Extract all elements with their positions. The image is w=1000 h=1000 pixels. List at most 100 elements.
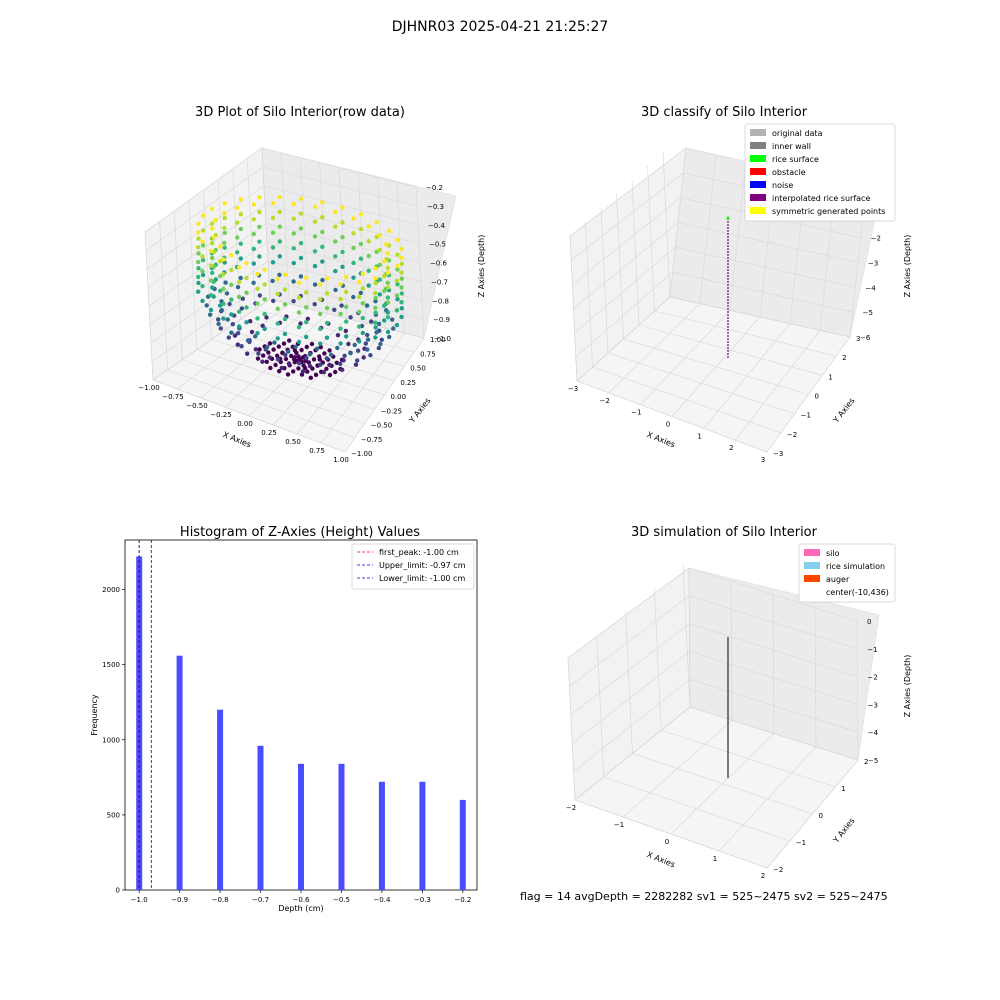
scatter-point — [279, 365, 284, 371]
scatter-point — [200, 228, 206, 233]
z-tick-label: −3 — [868, 701, 878, 709]
scatter-point — [255, 301, 260, 306]
y-tick-label: 500 — [107, 811, 120, 819]
scatter-point — [209, 221, 215, 226]
scatter-point — [271, 298, 276, 304]
legend-frame — [351, 543, 475, 590]
scatter-point — [395, 282, 400, 287]
scatter-point — [218, 259, 223, 264]
scatter-point — [294, 350, 299, 356]
scatter-point — [373, 310, 378, 315]
scatter-point — [304, 290, 309, 295]
scatter-point — [275, 353, 280, 358]
scatter-point — [296, 280, 302, 285]
scatter-point — [320, 229, 325, 235]
scatter-point — [296, 339, 302, 345]
scatter-point — [340, 220, 345, 225]
z-tick-label: −3 — [868, 260, 878, 268]
scatter-point — [351, 275, 356, 280]
scatter-point — [338, 296, 343, 302]
scatter-point — [395, 252, 400, 257]
x-ticks: −1.0 −0.9 −0.8 −0.7 −0.6 −0.5 −0.4 −0.3 −0.2 — [131, 890, 471, 904]
left-grid-line-y — [188, 201, 198, 350]
scatter-point — [344, 319, 349, 324]
panel-3d-simulation: 3D simulation of Silo Interior −2 −1 0 1 2 −… — [566, 525, 912, 880]
scatter-point — [365, 347, 370, 352]
scatter-point — [364, 303, 370, 308]
scatter-point — [229, 312, 234, 317]
scatter-point — [351, 245, 356, 251]
scatter-point — [271, 347, 276, 352]
scatter-point — [270, 215, 276, 221]
scatter-point — [304, 334, 309, 340]
scatter-point — [324, 335, 330, 340]
scatter-point — [200, 272, 206, 278]
scatter-point — [291, 369, 296, 374]
y-tick-label: 2 — [864, 758, 868, 766]
scatter-point — [270, 200, 276, 206]
back-grid-line-z — [672, 271, 853, 313]
scatter-point — [395, 296, 400, 302]
x-tick-label: 2 — [729, 444, 733, 452]
scatter-points — [196, 194, 404, 380]
scatter-point — [333, 209, 338, 215]
left-grid-line-z — [573, 678, 690, 772]
scatter-point — [222, 230, 227, 236]
scatter-point — [260, 359, 265, 364]
histogram-bar — [378, 781, 385, 890]
scatter-point — [229, 330, 234, 335]
scatter-point — [327, 348, 332, 353]
y-ticks: 0 500 1000 1500 2000 — [102, 586, 125, 895]
scatter-point — [227, 301, 232, 307]
legend-swatch — [750, 207, 766, 214]
scatter-point — [385, 285, 391, 290]
scatter-point — [251, 231, 256, 237]
left-grid-line-z — [149, 242, 268, 325]
scatter-point — [318, 311, 323, 317]
scatter-point — [327, 372, 333, 378]
scatter-point — [292, 360, 297, 365]
scatter-point — [391, 326, 396, 331]
chart-title-row-data: 3D Plot of Silo Interior(row data) — [195, 105, 405, 120]
scatter-point — [384, 242, 389, 247]
chart-title-simulation: 3D simulation of Silo Interior — [631, 525, 818, 540]
scatter-point — [244, 275, 249, 281]
panel-histogram: Histogram of Z-Axies (Height) Values −1.… — [90, 525, 478, 913]
scatter-point — [253, 347, 258, 352]
x-tick-label: −1 — [614, 821, 624, 829]
scatter-point — [395, 237, 400, 243]
scatter-point — [399, 246, 404, 252]
scatter-point — [200, 213, 206, 218]
rice-surface-point — [726, 216, 730, 220]
y-tick-label: −0.75 — [361, 436, 382, 444]
y-tick-label: 1000 — [102, 736, 120, 744]
scatter-point — [196, 236, 201, 241]
scatter-point — [267, 341, 273, 346]
scatter-point — [276, 344, 281, 349]
scatter-point — [346, 341, 351, 347]
back-grid-line-z — [689, 595, 858, 650]
scatter-point — [244, 290, 249, 295]
scatter-point — [245, 338, 251, 343]
scatter-point — [211, 235, 216, 240]
scatter-point — [320, 244, 325, 249]
left-grid-line-y — [585, 221, 593, 368]
scatter-point — [320, 259, 325, 264]
histogram-bar — [257, 745, 264, 890]
scatter-point — [376, 345, 381, 351]
scatter-point — [355, 348, 361, 353]
scatter-point — [390, 317, 395, 322]
back-grid-line-z — [689, 651, 858, 705]
scatter-point — [318, 341, 323, 346]
x-tick-label: −2 — [566, 804, 576, 812]
scatter-point — [394, 322, 400, 328]
scatter-point — [196, 274, 201, 280]
scatter-point — [366, 283, 371, 288]
scatter-point — [270, 245, 276, 250]
scatter-point — [340, 264, 345, 269]
scatter-point — [229, 267, 234, 273]
y-tick-labels: −1.00 −0.75 −0.50 −0.25 0.00 0.25 0.50 0.75 1.00 — [351, 336, 446, 458]
histogram-bar — [459, 799, 466, 890]
scatter-point — [333, 239, 338, 244]
scatter-point — [373, 299, 378, 304]
